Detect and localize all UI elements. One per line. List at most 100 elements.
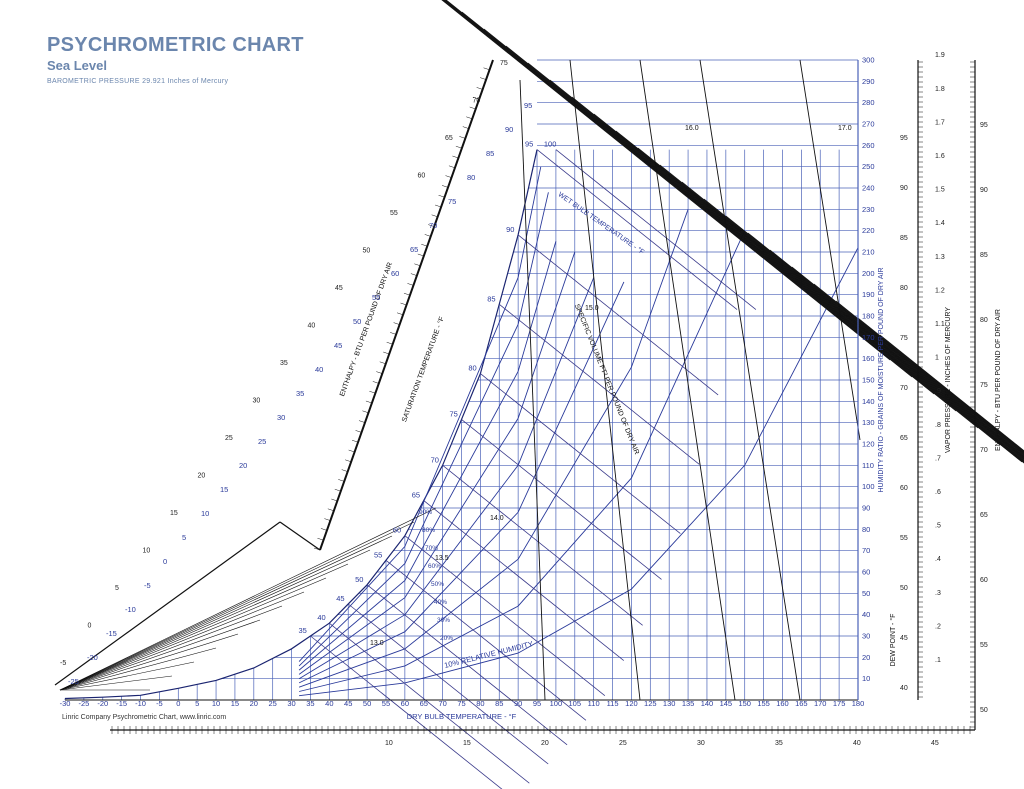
fan-line bbox=[59, 647, 217, 691]
low-temp-label: -15 bbox=[106, 629, 117, 638]
enthalpy-line bbox=[441, 0, 891, 361]
rh-curve bbox=[298, 251, 576, 675]
enthalpy-line bbox=[549, 79, 1024, 462]
wet-bulb-label: 65 bbox=[412, 491, 420, 500]
wet-bulb-line bbox=[480, 373, 681, 534]
ruler-tick bbox=[483, 67, 490, 71]
ruler-tick bbox=[455, 145, 462, 149]
ruler-tick bbox=[396, 312, 404, 316]
rh-curve bbox=[298, 166, 542, 662]
vapor-pressure-tick: .8 bbox=[935, 422, 941, 429]
ruler-tick bbox=[459, 136, 466, 139]
fan-line bbox=[59, 605, 283, 691]
wet-bulb-line bbox=[517, 234, 719, 396]
enthalpy-line bbox=[879, 334, 1024, 452]
ruler-tick bbox=[431, 214, 438, 218]
fan-line bbox=[59, 577, 327, 691]
x-tick-label: 40 bbox=[325, 699, 333, 708]
vapor-pressure-tick: .2 bbox=[935, 623, 941, 630]
low-temp-label: -20 bbox=[87, 653, 98, 662]
chart-title: PSYCHROMETRIC CHART bbox=[47, 34, 304, 56]
enthalpy-line bbox=[593, 113, 1024, 461]
bottom-enthalpy-tick: 15 bbox=[463, 740, 471, 747]
left-enthalpy-tick: 10 bbox=[143, 548, 151, 555]
vapor-pressure-tick: 1.7 bbox=[935, 119, 945, 126]
right-enthalpy-tick: 80 bbox=[980, 317, 988, 324]
enthalpy-line bbox=[571, 96, 1024, 461]
ruler-tick bbox=[369, 390, 376, 394]
ruler-tick bbox=[424, 234, 431, 237]
wet-bulb-line bbox=[310, 635, 503, 789]
ruler-tick bbox=[331, 498, 338, 502]
fan-line bbox=[59, 619, 261, 691]
right-enthalpy-tick: 55 bbox=[980, 642, 988, 649]
ruler-tick bbox=[403, 292, 411, 296]
left-enthalpy-tick: 30 bbox=[253, 398, 261, 405]
specific-volume-value: 13.5 bbox=[435, 555, 449, 562]
enthalpy-line bbox=[659, 164, 1024, 459]
ruler-tick bbox=[376, 371, 383, 374]
vapor-pressure-tick: 1.9 bbox=[935, 52, 945, 59]
dew-point-tick: 40 bbox=[900, 685, 908, 692]
rh-percent-label: 50% bbox=[431, 581, 444, 588]
left-enthalpy-tick: -5 bbox=[60, 660, 66, 667]
vapor-pressure-tick: 1.3 bbox=[935, 254, 945, 261]
ruler-tick bbox=[469, 106, 476, 110]
low-temp-label: -10 bbox=[125, 605, 136, 614]
wet-bulb-label: 80 bbox=[468, 364, 476, 373]
low-temp-label: 85 bbox=[486, 149, 494, 158]
left-enthalpy-tick: 70 bbox=[473, 98, 481, 105]
wet-bulb-label: 100 bbox=[544, 140, 557, 149]
y-tick-label: 300 bbox=[862, 56, 875, 65]
ruler-tick bbox=[338, 479, 345, 482]
ruler-tick bbox=[414, 263, 421, 267]
x-axis-label: DRY BULB TEMPERATURE - °F bbox=[407, 712, 517, 721]
bottom-enthalpy-tick: 30 bbox=[697, 740, 705, 747]
rh-percent-label: 80% bbox=[422, 527, 435, 534]
enthalpy-line bbox=[835, 300, 1024, 453]
ruler-joint bbox=[279, 521, 321, 551]
wet-bulb-line bbox=[423, 500, 624, 661]
enthalpy-line bbox=[527, 62, 1024, 463]
left-enthalpy-tick: 50 bbox=[363, 248, 371, 255]
wet-bulb-line bbox=[366, 584, 568, 746]
enthalpy-line bbox=[444, 0, 979, 429]
x-tick-label: 90 bbox=[514, 699, 522, 708]
x-tick-label: 35 bbox=[306, 699, 314, 708]
dew-point-tick: 55 bbox=[900, 535, 908, 542]
y-tick-label: 260 bbox=[862, 141, 875, 150]
x-tick-label: 80 bbox=[476, 699, 484, 708]
y-tick-label: 210 bbox=[862, 248, 875, 257]
y-tick-label: 160 bbox=[862, 354, 875, 363]
saturation-label: SATURATION TEMPERATURE - °F bbox=[400, 316, 446, 424]
y-tick-label: 80 bbox=[862, 525, 870, 534]
low-temp-label: 35 bbox=[296, 389, 304, 398]
x-tick-label: 45 bbox=[344, 699, 352, 708]
dew-point-tick: 60 bbox=[900, 485, 908, 492]
x-tick-label: 170 bbox=[814, 699, 827, 708]
x-tick-label: 150 bbox=[738, 699, 751, 708]
enthalpy-line bbox=[769, 249, 1024, 455]
dew-point-tick: 80 bbox=[900, 285, 908, 292]
fan-line bbox=[59, 633, 239, 691]
specific-volume-value: 17.0 bbox=[838, 125, 852, 132]
vapor-pressure-tick: 1.8 bbox=[935, 86, 945, 93]
x-tick-label: 130 bbox=[663, 699, 676, 708]
low-enthalpy-ruler bbox=[54, 521, 281, 686]
y-tick-label: 120 bbox=[862, 440, 875, 449]
x-tick-label: 165 bbox=[795, 699, 808, 708]
ruler-tick bbox=[334, 488, 341, 492]
wet-bulb-line bbox=[461, 419, 662, 580]
bottom-enthalpy-tick: 20 bbox=[541, 740, 549, 747]
vapor-pressure-tick: 1.5 bbox=[935, 187, 945, 194]
rh-percent-label: 30% bbox=[437, 617, 450, 624]
dew-point-tick: 45 bbox=[900, 635, 908, 642]
x-tick-label: 10 bbox=[212, 699, 220, 708]
left-enthalpy-tick: 45 bbox=[335, 285, 343, 292]
ruler-tick bbox=[476, 87, 483, 90]
ruler-tick bbox=[435, 204, 442, 208]
low-temp-label: 60 bbox=[391, 269, 399, 278]
right-enthalpy-tick: 70 bbox=[980, 447, 988, 454]
ruler-tick bbox=[355, 430, 362, 433]
low-temp-label: 20 bbox=[239, 461, 247, 470]
